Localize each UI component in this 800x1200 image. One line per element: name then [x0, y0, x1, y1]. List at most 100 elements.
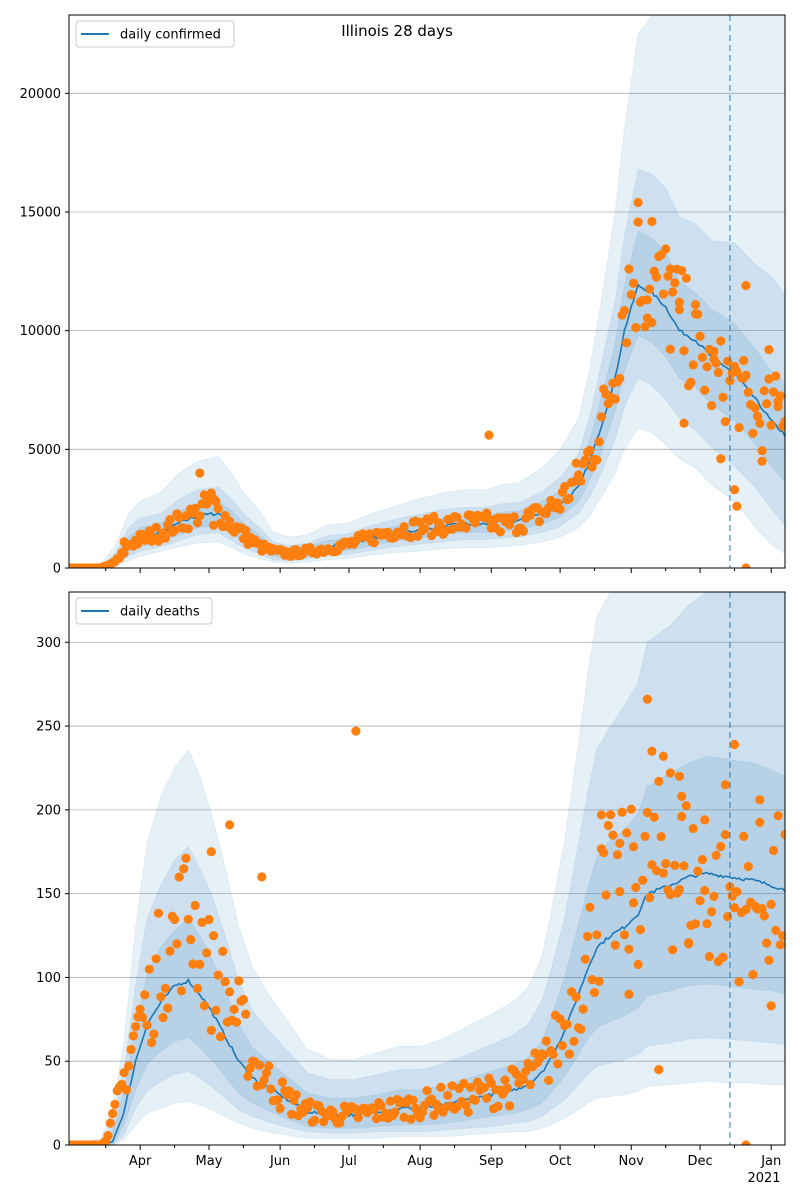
deaths-observed-point [225, 820, 235, 830]
deaths-observed-point [748, 970, 758, 980]
deaths-observed-point [443, 1090, 453, 1100]
confirmed-chart: 0 5000 10000 15000 20000 Illinois 28 days da… [20, 14, 786, 577]
deaths-observed-point [151, 954, 161, 964]
confirmed-observed-point [619, 306, 630, 316]
deaths-observed-point [612, 850, 623, 860]
deaths-observed-point [137, 1012, 147, 1022]
deaths-observed-point [259, 1075, 269, 1085]
deaths-observed-point [181, 853, 191, 863]
deaths-observed-point [766, 899, 776, 910]
confirmed-observed-point [755, 418, 765, 428]
deaths-observed-point [702, 919, 712, 929]
deaths-observed-point [273, 1095, 283, 1105]
confirmed-observed-point [661, 244, 671, 254]
deaths-observed-point [635, 925, 646, 935]
confirmed-observed-point [495, 527, 505, 537]
confirmed-observed-point [144, 526, 154, 536]
deaths-observed-point [142, 1020, 152, 1030]
deaths-observed-point [775, 940, 785, 950]
deaths-observed-point [163, 1003, 173, 1013]
confirmed-observed-point [461, 523, 471, 533]
deaths-observed-point [158, 1013, 168, 1023]
deaths-observed-point [684, 939, 694, 949]
deaths-observed-point [160, 983, 170, 994]
confirmed-legend: daily confirmed [75, 20, 235, 48]
deaths-observed-point [617, 807, 627, 817]
deaths-observed-point [229, 1004, 239, 1015]
deaths-band-outer [69, 592, 785, 1145]
deaths-observed-point [463, 1107, 473, 1117]
deaths-observed-point [665, 768, 675, 778]
confirmed-observed-point [183, 524, 193, 534]
deaths-observed-point [697, 855, 708, 865]
confirmed-observed-point [688, 360, 698, 370]
deaths-x-axis: Apr May Jun Jul Aug Sep Oct Nov Dec Jan [105, 1145, 781, 1169]
deaths-observed-point [578, 1004, 588, 1014]
confirmed-observed-point [668, 287, 678, 297]
chart-title: Illinois 28 days [341, 22, 453, 40]
confirmed-observed-point [569, 477, 579, 487]
confirmed-observed-point [622, 338, 632, 348]
confirmed-observed-point [679, 346, 689, 356]
confirmed-observed-point [585, 445, 595, 455]
deaths-observed-point [755, 817, 765, 828]
deaths-observed-point [651, 866, 662, 876]
deaths-x-tick-label: Sep [479, 1154, 504, 1169]
deaths-observed-point [670, 860, 680, 871]
deaths-observed-point [215, 1032, 226, 1042]
deaths-observed-point [186, 934, 196, 945]
confirmed-observed-point [576, 476, 586, 486]
confirmed-observed-point [709, 354, 719, 364]
deaths-observed-point [628, 842, 639, 852]
deaths-observed-point [716, 841, 726, 852]
confirmed-observed-point [615, 373, 625, 384]
deaths-observed-point [422, 1086, 432, 1096]
confirmed-observed-point [762, 399, 772, 409]
deaths-observed-point [645, 893, 655, 903]
deaths-observed-point [174, 872, 184, 882]
deaths-observed-point [479, 1082, 489, 1093]
deaths-observed-point [266, 1084, 276, 1094]
confirmed-observed-point [670, 278, 680, 288]
confirmed-observed-point [415, 517, 425, 528]
confirmed-observed-point [133, 539, 143, 549]
confirmed-observed-point [628, 278, 639, 288]
deaths-observed-point [436, 1082, 446, 1092]
deaths-observed-point [778, 931, 785, 941]
deaths-observed-point [555, 1014, 565, 1024]
confirmed-observed-point [626, 290, 636, 300]
deaths-observed-point [192, 983, 203, 994]
deaths-y-axis: 0 50 100 150 200 250 300 [36, 636, 69, 1154]
deaths-observed-point [108, 1108, 118, 1119]
deaths-observed-point [149, 1029, 159, 1039]
confirmed-observed-point [709, 346, 719, 356]
deaths-observed-point [291, 1090, 301, 1100]
confirmed-observed-point [681, 273, 691, 283]
deaths-observed-point [757, 904, 767, 914]
confirmed-points [69, 197, 785, 568]
confirmed-observed-point [739, 355, 749, 366]
confirmed-observed-point [560, 482, 570, 492]
deaths-observed-point [447, 1081, 457, 1091]
confirmed-observed-point [580, 455, 590, 465]
deaths-observed-point [741, 904, 751, 915]
confirmed-observed-point [640, 322, 650, 332]
deaths-legend: daily deaths [75, 597, 213, 625]
confirmed-observed-point [209, 520, 219, 530]
confirmed-observed-point [447, 524, 457, 534]
deaths-observed-point [759, 911, 769, 921]
confirmed-observed-point [766, 420, 776, 430]
confirmed-observed-point [771, 371, 781, 381]
deaths-observed-point [647, 746, 657, 756]
confirmed-observed-point [406, 532, 416, 543]
deaths-observed-point [780, 829, 785, 840]
deaths-observed-point [732, 887, 742, 897]
deaths-observed-point [693, 866, 703, 876]
confirmed-observed-point [665, 344, 675, 354]
confirmed-observed-point [716, 454, 726, 464]
deaths-observed-point [140, 990, 150, 1000]
deaths-observed-point [406, 1114, 416, 1124]
confirmed-observed-point [624, 264, 634, 274]
deaths-observed-point [739, 831, 749, 842]
confirmed-y-tick-label: 20000 [20, 87, 61, 102]
